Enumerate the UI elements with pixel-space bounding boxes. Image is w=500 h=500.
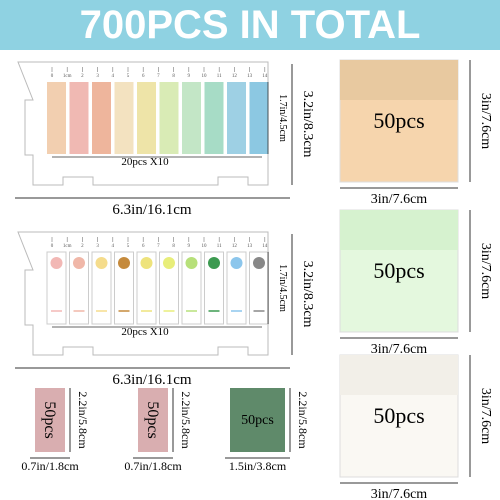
sticky-tab (47, 82, 66, 154)
ruler-label: 4 (112, 74, 115, 79)
ruler-label: 2 (81, 74, 84, 79)
sticky-tab (92, 82, 111, 154)
note-band (340, 60, 458, 100)
tab-dot (253, 257, 265, 269)
ruler-label: 0 (51, 74, 54, 79)
ruler-label: 8 (172, 244, 175, 249)
tab-dot (50, 257, 63, 269)
note-count: 50pcs (373, 108, 424, 133)
width-label: 1.5in/3.8cm (229, 459, 287, 473)
tab-dot (230, 257, 243, 269)
height-label: 2.2in/5.8cm (76, 391, 90, 449)
height-label: 3in/7.6cm (478, 93, 493, 149)
tab-count: 20pcs X10 (121, 326, 169, 338)
height-label: 3in/7.6cm (478, 388, 493, 444)
tab-height-label: 1.7in/4.5cm (277, 264, 288, 312)
ruler-label: 1cm (63, 244, 72, 249)
ruler-label: 5 (127, 74, 130, 79)
ruler-label: 12 (232, 244, 238, 249)
ruler-label: 13 (247, 244, 253, 249)
tab-dot (140, 257, 153, 269)
note-count: 50pcs (241, 413, 274, 428)
tab-count: 20pcs X10 (121, 156, 169, 168)
ruler-label: 14 (262, 244, 268, 249)
note-count: 50pcs (373, 403, 424, 428)
width-label: 6.3in/16.1cm (112, 372, 191, 388)
tab-dot (118, 257, 130, 269)
ruler-label: 5 (127, 244, 130, 249)
ruler-label: 3 (96, 244, 99, 249)
sticky-tab (249, 251, 269, 325)
tab-dot (95, 257, 108, 269)
sticky-tab (136, 251, 157, 325)
ruler-label: 1cm (63, 74, 72, 79)
height-label: 3.2in/8.3cm (300, 261, 315, 328)
sticky-tab (182, 82, 201, 154)
note-count: 50pcs (144, 401, 161, 438)
note-band (340, 210, 458, 250)
ruler-label: 7 (157, 244, 160, 249)
strip-note (35, 388, 65, 452)
ruler-label: 11 (217, 244, 222, 249)
width-label: 3in/7.6cm (371, 487, 427, 500)
ruler-label: 9 (188, 244, 191, 249)
tab-dot (185, 257, 198, 269)
width-label: 3in/7.6cm (371, 342, 427, 357)
sticky-tab (159, 82, 179, 154)
ruler-label: 6 (142, 244, 145, 249)
width-label: 0.7in/1.8cm (124, 459, 182, 473)
width-label: 0.7in/1.8cm (21, 459, 79, 473)
tab-dot (73, 257, 85, 269)
sticky-tab (204, 251, 224, 325)
strip-note (230, 388, 285, 452)
tab-height-label: 1.7in/4.5cm (277, 94, 288, 142)
width-label: 6.3in/16.1cm (112, 202, 191, 218)
ruler-label: 8 (172, 74, 175, 79)
width-label: 3in/7.6cm (371, 192, 427, 207)
sticky-tab (114, 251, 134, 325)
sticky-tab (181, 251, 202, 325)
ruler-label: 12 (232, 74, 238, 79)
ruler-label: 2 (81, 244, 84, 249)
ruler-label: 11 (217, 74, 222, 79)
ruler-label: 10 (202, 244, 208, 249)
tab-dot (208, 257, 220, 269)
ruler-label: 9 (188, 74, 191, 79)
ruler-label: 0 (51, 244, 54, 249)
note-count: 50pcs (41, 401, 58, 438)
sticky-tab (114, 82, 134, 154)
height-label: 3.2in/8.3cm (300, 91, 315, 158)
sticky-tab (91, 251, 112, 325)
sticky-tab (249, 82, 269, 154)
sticky-tab (69, 251, 89, 325)
height-label: 3in/7.6cm (478, 243, 493, 299)
sticky-tab (227, 82, 246, 154)
ruler-label: 7 (157, 74, 160, 79)
sticky-tab (226, 251, 247, 325)
ruler-label: 13 (247, 74, 253, 79)
tab-dot (163, 257, 175, 269)
sticky-tab (137, 82, 156, 154)
strip-note (138, 388, 168, 452)
height-label: 2.2in/5.8cm (179, 391, 193, 449)
ruler-label: 4 (112, 244, 115, 249)
ruler-label: 10 (202, 74, 208, 79)
note-band (340, 355, 458, 395)
header-band (0, 0, 500, 50)
sticky-tab (46, 251, 67, 325)
ruler-label: 6 (142, 74, 145, 79)
sticky-tab (204, 82, 224, 154)
title: 700PCS IN TOTAL (80, 3, 421, 47)
sticky-tab (159, 251, 179, 325)
sticky-tab (69, 82, 89, 154)
note-count: 50pcs (373, 258, 424, 283)
ruler-label: 3 (96, 74, 99, 79)
ruler-label: 14 (262, 74, 268, 79)
height-label: 2.2in/5.8cm (296, 391, 310, 449)
